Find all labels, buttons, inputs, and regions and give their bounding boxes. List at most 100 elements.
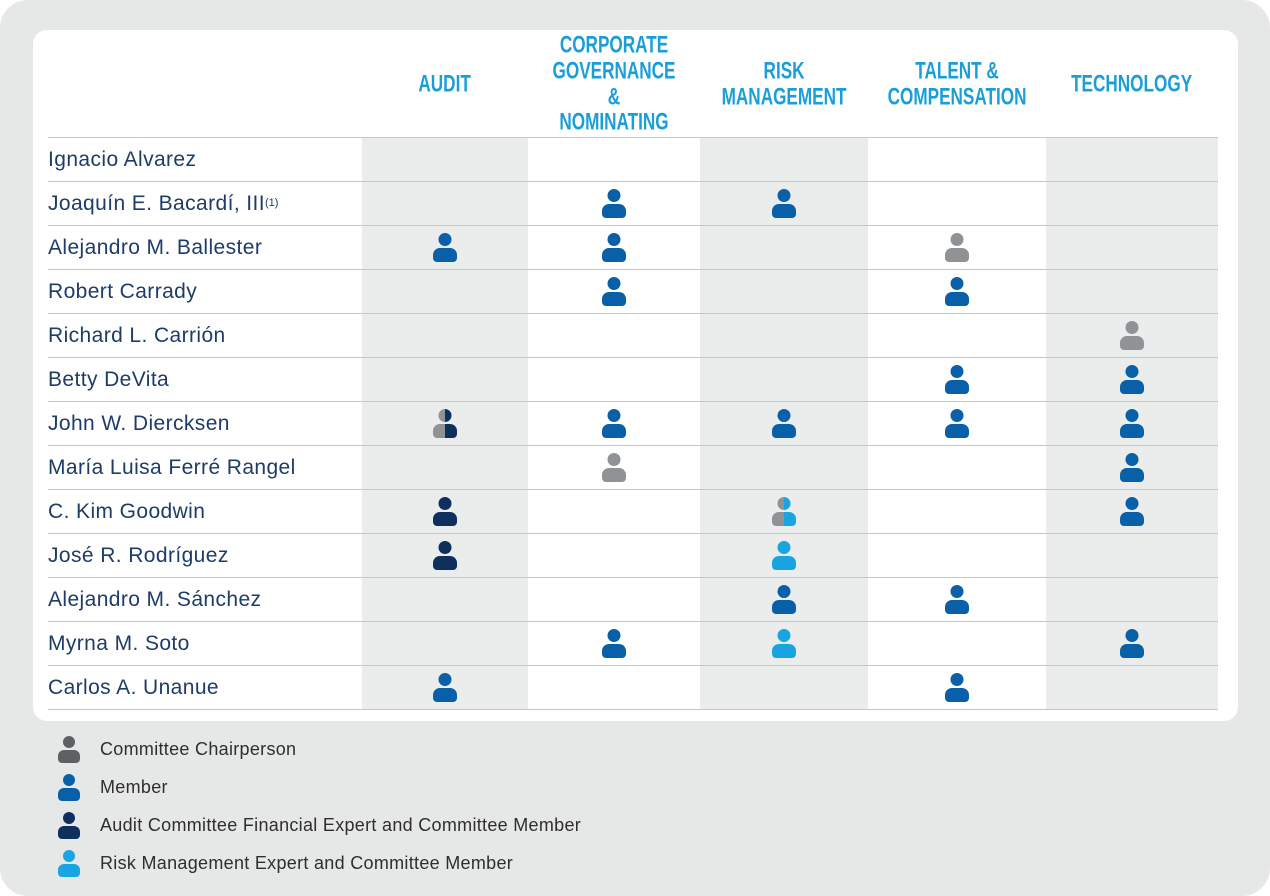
member-icon — [945, 673, 969, 702]
audit-expert-icon — [433, 497, 457, 526]
header-audit: AUDIT — [362, 30, 528, 137]
person-head — [777, 497, 791, 510]
matrix-body: Ignacio Alvarez Joaquín E. Bacardí, III(… — [48, 137, 1218, 710]
cell-audit — [362, 666, 528, 709]
cell-audit — [362, 314, 528, 357]
cell-technology — [1046, 446, 1218, 489]
legend-item-label: Audit Committee Financial Expert and Com… — [100, 814, 582, 835]
legend-item: Audit Committee Financial Expert and Com… — [58, 806, 581, 844]
director-name: María Luisa Ferré Rangel — [48, 455, 296, 479]
member-icon — [772, 189, 796, 218]
cell-audit — [362, 358, 528, 401]
person-head — [438, 497, 452, 510]
cell-audit — [362, 622, 528, 665]
director-name-cell: John W. Diercksen — [48, 402, 362, 445]
cell-governance — [528, 490, 700, 533]
table-row: John W. Diercksen — [48, 401, 1218, 445]
director-name-cell: María Luisa Ferré Rangel — [48, 446, 362, 489]
cell-risk — [700, 226, 868, 269]
header-risk-management: RISK MANAGEMENT — [700, 30, 868, 137]
chair-icon — [945, 233, 969, 262]
cell-risk — [700, 182, 868, 225]
person-head — [1125, 365, 1139, 378]
cell-technology — [1046, 358, 1218, 401]
member-icon — [945, 365, 969, 394]
director-name-cell: Betty DeVita — [48, 358, 362, 401]
cell-talent — [868, 578, 1046, 621]
person-head — [950, 277, 964, 290]
cell-talent — [868, 314, 1046, 357]
person-head — [1125, 321, 1139, 334]
cell-governance — [528, 402, 700, 445]
cell-technology — [1046, 402, 1218, 445]
director-name-cell: Alejandro M. Ballester — [48, 226, 362, 269]
cell-audit — [362, 270, 528, 313]
header-audit-label: AUDIT — [418, 69, 472, 97]
director-name-cell: Carlos A. Unanue — [48, 666, 362, 709]
member-icon — [58, 773, 80, 801]
person-torso — [772, 512, 796, 526]
person-torso — [1120, 644, 1144, 658]
member-icon — [602, 409, 626, 438]
cell-talent — [868, 182, 1046, 225]
chair-and-risk-expert-icon — [772, 497, 796, 526]
member-icon — [1120, 409, 1144, 438]
person-head — [950, 233, 964, 246]
person-head — [438, 673, 452, 686]
cell-talent — [868, 402, 1046, 445]
director-name-cell: Ignacio Alvarez — [48, 138, 362, 181]
cell-talent — [868, 446, 1046, 489]
person-head — [607, 233, 621, 246]
cell-audit — [362, 182, 528, 225]
member-icon — [772, 585, 796, 614]
person-torso — [433, 424, 457, 438]
person-head — [1125, 409, 1139, 422]
table-row: Alejandro M. Ballester — [48, 225, 1218, 269]
person-head — [438, 409, 452, 422]
member-icon — [1120, 497, 1144, 526]
person-head — [777, 629, 791, 642]
person-torso — [945, 380, 969, 394]
person-head — [777, 189, 791, 202]
cell-risk — [700, 446, 868, 489]
director-name-cell: Joaquín E. Bacardí, III (1) — [48, 182, 362, 225]
cell-governance — [528, 666, 700, 709]
person-torso — [602, 204, 626, 218]
person-head — [777, 585, 791, 598]
person-head — [1125, 629, 1139, 642]
person-head — [607, 189, 621, 202]
cell-talent — [868, 270, 1046, 313]
person-torso — [433, 556, 457, 570]
risk-expert-icon — [58, 849, 80, 877]
table-row: Myrna M. Soto — [48, 621, 1218, 665]
header-risk-label: RISK MANAGEMENT — [721, 56, 847, 110]
cell-technology — [1046, 534, 1218, 577]
cell-governance — [528, 358, 700, 401]
director-name-cell: Richard L. Carrión — [48, 314, 362, 357]
person-torso — [1120, 424, 1144, 438]
person-torso — [772, 204, 796, 218]
legend-item: Committee Chairperson — [58, 730, 581, 768]
director-name-cell: Myrna M. Soto — [48, 622, 362, 665]
cell-audit — [362, 446, 528, 489]
risk-expert-icon — [772, 541, 796, 570]
cell-audit — [362, 578, 528, 621]
footnote-marker: (1) — [265, 196, 279, 209]
legend-item-label: Member — [100, 776, 168, 797]
cell-technology — [1046, 666, 1218, 709]
header-technology: TECHNOLOGY — [1046, 30, 1218, 137]
table-row: Ignacio Alvarez — [48, 137, 1218, 181]
cell-technology — [1046, 622, 1218, 665]
person-head — [438, 541, 452, 554]
person-torso — [1120, 336, 1144, 350]
cell-technology — [1046, 314, 1218, 357]
cell-governance — [528, 622, 700, 665]
table-row: José R. Rodríguez — [48, 533, 1218, 577]
person-torso — [433, 688, 457, 702]
director-name: José R. Rodríguez — [48, 543, 229, 567]
director-name: C. Kim Goodwin — [48, 499, 206, 523]
member-icon — [945, 409, 969, 438]
member-icon — [433, 673, 457, 702]
member-icon — [1120, 453, 1144, 482]
